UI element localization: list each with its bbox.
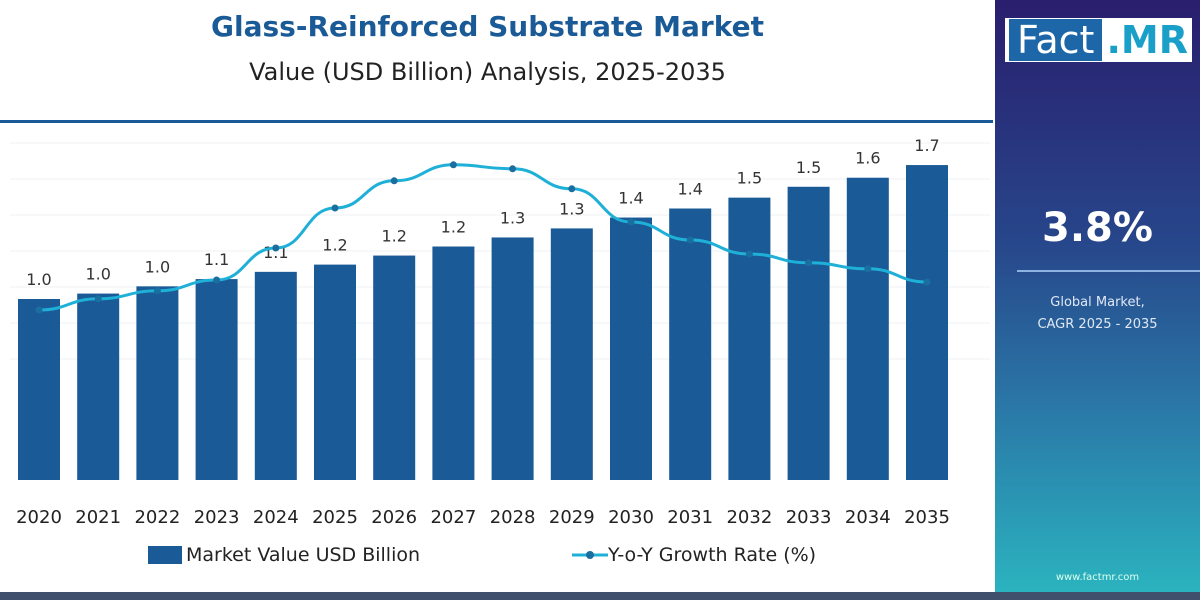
bar-value-label: 1.0 [26, 270, 51, 289]
x-tick-label: 2029 [549, 507, 595, 528]
bar-value-label: 1.4 [677, 180, 702, 199]
growth-point-2022 [153, 287, 161, 295]
bar-value-label: 1.7 [914, 136, 939, 155]
growth-point-2026 [390, 177, 398, 185]
growth-point-2033 [805, 259, 813, 267]
x-tick-label: 2028 [490, 507, 536, 528]
growth-point-2029 [568, 185, 576, 193]
bar-value-label: 1.4 [618, 189, 643, 208]
chart-area: 1.020201.020211.020221.120231.120241.220… [10, 136, 990, 528]
legend-item-market-value: Market Value USD Billion [148, 544, 420, 566]
x-tick-label: 2024 [253, 507, 299, 528]
growth-point-2027 [449, 161, 457, 169]
legend-bar-swatch [148, 546, 182, 564]
bar-2026 [373, 255, 416, 480]
factmr-logo: Fact .MR [1005, 18, 1192, 62]
legend-label: Y-o-Y Growth Rate (%) [608, 544, 817, 566]
bar-value-label: 1.5 [737, 169, 762, 188]
x-tick-label: 2023 [194, 507, 240, 528]
growth-point-2032 [745, 250, 753, 258]
growth-point-2034 [864, 265, 872, 273]
legend-line-swatch [572, 551, 608, 559]
growth-point-2028 [509, 165, 517, 173]
bar-value-label: 1.0 [145, 257, 170, 276]
bar-value-label: 1.2 [441, 218, 466, 237]
bar-2033 [787, 186, 830, 480]
x-tick-label: 2033 [786, 507, 832, 528]
bar-2029 [550, 228, 593, 480]
caption-line-2: CAGR 2025 - 2035 [1037, 317, 1158, 332]
bar-2024 [254, 271, 297, 480]
legend-item-growth-rate: Y-o-Y Growth Rate (%) [572, 544, 816, 566]
bar-value-label: 1.3 [500, 208, 525, 227]
logo-text-left: Fact [1009, 19, 1103, 61]
growth-rate-line [38, 163, 928, 312]
growth-point-2023 [213, 276, 221, 284]
bar-2030 [610, 217, 652, 481]
x-tick-label: 2027 [430, 507, 476, 528]
bar-value-label: 1.0 [85, 265, 110, 284]
bar-value-label: 1.5 [796, 158, 821, 177]
bar-2032 [728, 197, 771, 480]
cagr-panel: Fact .MR 3.8% Global Market, CAGR 2025 - … [995, 0, 1200, 592]
cagr-caption: Global Market, CAGR 2025 - 2035 [995, 292, 1200, 336]
growth-point-2025 [331, 204, 339, 212]
bar-value-label: 1.3 [559, 199, 584, 218]
chart-title: Glass-Reinforced Substrate Market [211, 10, 764, 43]
x-tick-label: 2031 [667, 507, 713, 528]
x-tick-label: 2034 [845, 507, 891, 528]
chart-subtitle: Value (USD Billion) Analysis, 2025-2035 [249, 58, 726, 86]
bar-value-label: 1.2 [381, 227, 406, 246]
growth-point-2031 [686, 236, 694, 244]
legend-label: Market Value USD Billion [186, 544, 421, 566]
x-tick-label: 2022 [134, 507, 180, 528]
bottom-bar [0, 592, 1200, 600]
bar-value-label: 1.6 [855, 149, 880, 168]
cagr-value: 3.8% [1042, 205, 1153, 251]
x-tick-label: 2035 [904, 507, 950, 528]
title-divider [0, 120, 993, 123]
logo-text-right: .MR [1106, 18, 1188, 62]
growth-point-2020 [35, 306, 43, 314]
x-tick-label: 2032 [726, 507, 772, 528]
x-tick-label: 2026 [371, 507, 417, 528]
bar-2020 [18, 299, 60, 480]
bar-value-label: 1.1 [204, 250, 229, 269]
bar-2031 [669, 208, 712, 480]
panel-divider [1017, 270, 1200, 272]
growth-point-2030 [627, 218, 635, 226]
x-tick-label: 2020 [16, 507, 62, 528]
caption-line-1: Global Market, [1050, 295, 1145, 310]
bar-2027 [432, 246, 475, 480]
bar-2021 [77, 293, 120, 480]
x-tick-label: 2021 [75, 507, 121, 528]
bar-2022 [136, 286, 179, 480]
bar-2023 [195, 279, 238, 480]
bar-2025 [314, 264, 356, 480]
bar-2028 [491, 237, 534, 480]
bar-2034 [846, 177, 889, 481]
website-url: www.factmr.com [1055, 572, 1140, 583]
bar-2035 [906, 165, 948, 480]
x-tick-label: 2030 [608, 507, 654, 528]
growth-point-2021 [94, 295, 102, 303]
growth-point-2024 [272, 244, 280, 252]
growth-point-2035 [923, 278, 931, 286]
x-tick-label: 2025 [312, 507, 358, 528]
bar-value-label: 1.2 [322, 236, 347, 255]
